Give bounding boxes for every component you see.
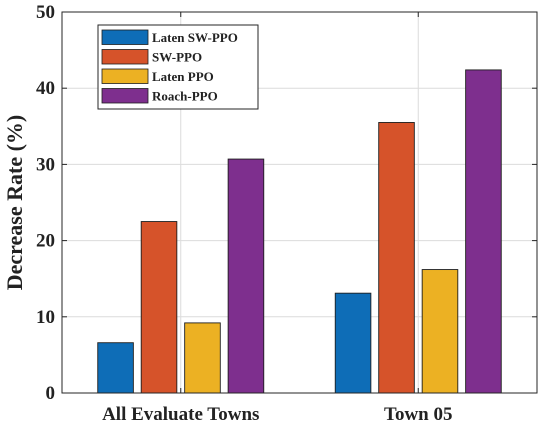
bar	[97, 342, 134, 394]
legend-label: Laten SW-PPO	[152, 30, 238, 45]
y-tick-label: 10	[36, 307, 55, 328]
axis-ticks	[62, 11, 537, 394]
y-tick-label: 0	[46, 383, 56, 404]
legend-label: SW-PPO	[152, 50, 202, 65]
bar	[378, 122, 415, 394]
bar-series	[97, 69, 502, 394]
bar	[140, 221, 178, 394]
legend-label: Roach-PPO	[152, 89, 218, 104]
bar	[184, 322, 221, 394]
y-tick-label: 40	[36, 78, 55, 99]
legend: Laten SW-PPO SW-PPO Laten PPO Roach-PPO	[97, 24, 259, 110]
legend-swatch	[101, 49, 149, 65]
bar	[334, 292, 372, 394]
plot-frame	[61, 11, 538, 394]
x-category-labels: All Evaluate Towns Town 05	[102, 404, 452, 425]
x-category-label: Town 05	[384, 404, 452, 425]
bar	[465, 69, 502, 394]
y-tick-label: 50	[36, 2, 55, 23]
x-category-label: All Evaluate Towns	[102, 404, 259, 425]
y-tick-labels: 0 10 20 30 40 50	[36, 2, 55, 404]
bar	[421, 269, 459, 394]
legend-swatch	[101, 29, 149, 45]
y-axis-title: Decrease Rate (%)	[2, 115, 27, 291]
bar	[227, 158, 265, 394]
y-tick-label: 20	[36, 231, 55, 252]
legend-label: Laten PPO	[152, 69, 214, 84]
legend-swatch	[101, 88, 149, 104]
y-tick-label: 30	[36, 154, 55, 175]
legend-swatch	[101, 68, 149, 84]
